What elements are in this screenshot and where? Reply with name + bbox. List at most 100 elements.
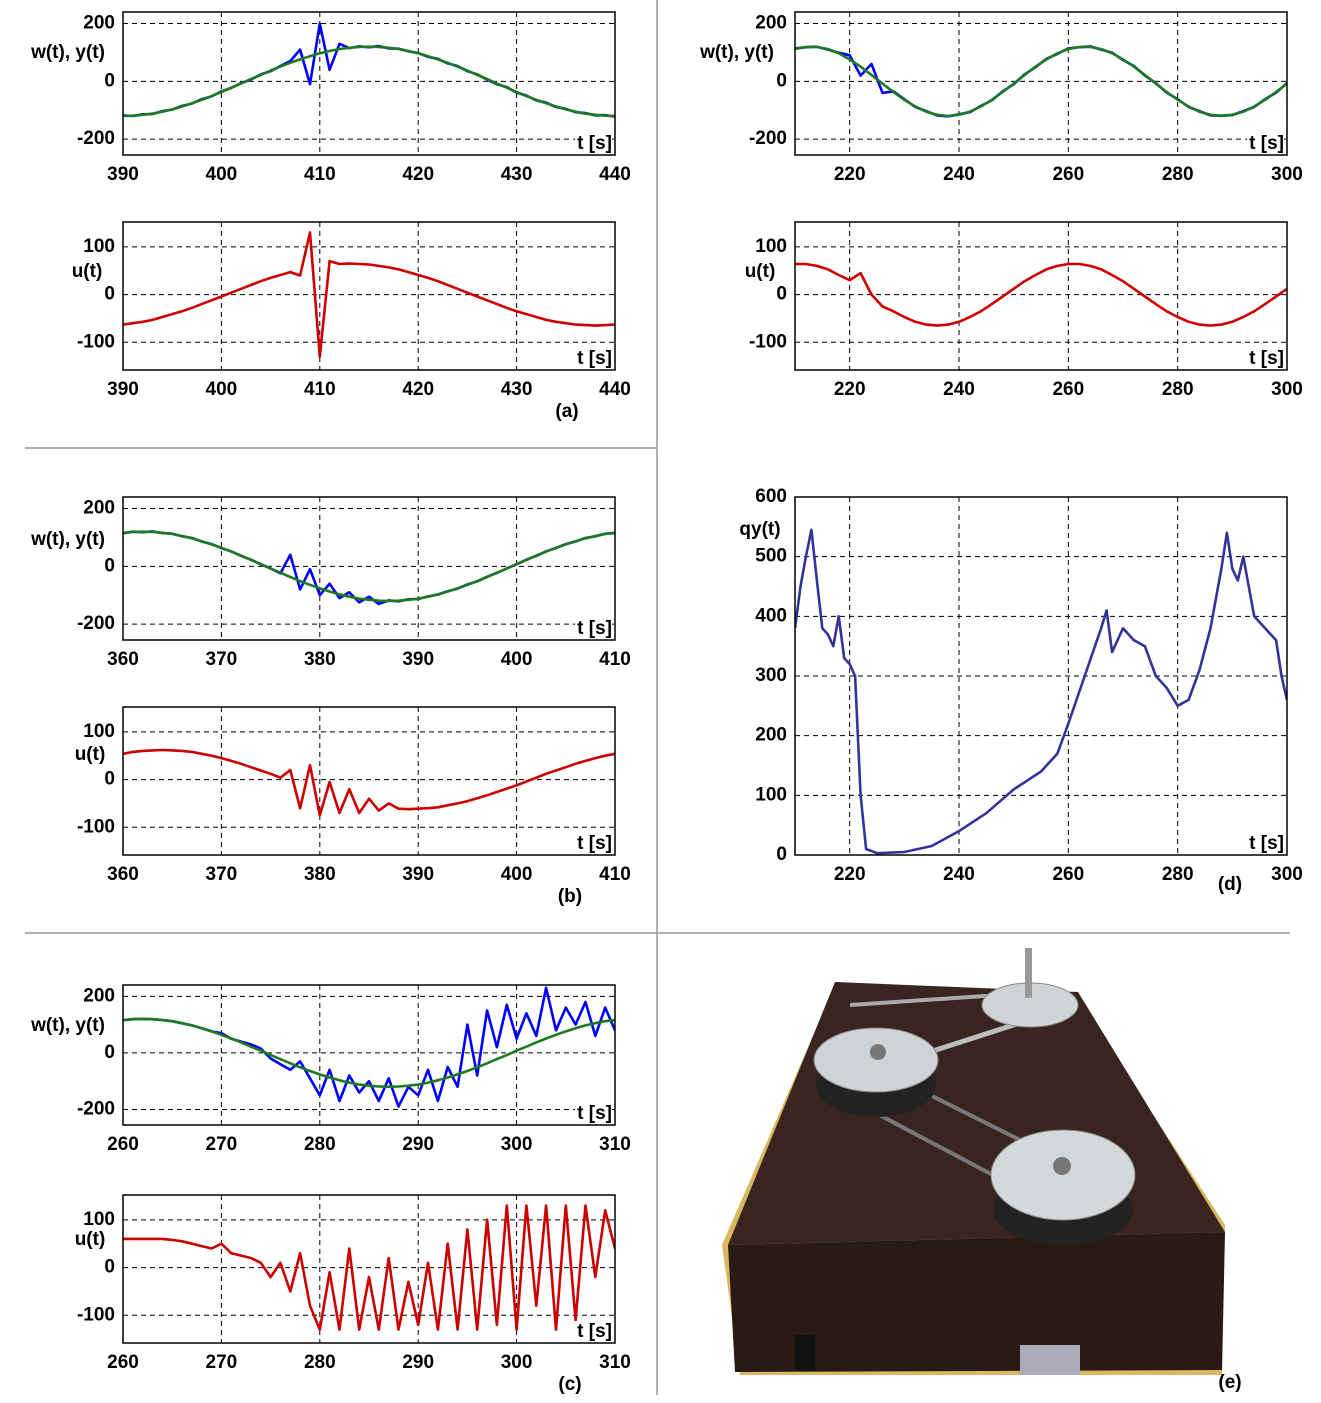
x-axis-label-bg [575,1103,612,1125]
x-tick-label: 240 [943,164,975,185]
y-tick-label: 200 [755,13,787,34]
y-tick-label: 0 [104,555,115,576]
y-tick-label: 100 [83,721,115,742]
panel-caption: (e) [1218,1372,1241,1393]
x-tick-label: 260 [1052,864,1084,885]
y-tick-label: 100 [755,784,787,805]
panel-caption: (c) [558,1374,581,1395]
data-line [795,262,1287,327]
x-tick-label: 270 [206,1352,238,1373]
y-tick-label: -100 [77,1304,115,1325]
plot-frame [794,221,1288,371]
plot-frame [122,1194,616,1344]
plot-area [795,222,1287,370]
x-tick-label: 410 [304,379,336,400]
x-tick-label: 280 [1162,379,1194,400]
x-tick-label: 390 [402,649,434,670]
y-tick-label: 0 [776,844,787,865]
x-axis-label: t [s] [577,833,612,854]
x-tick-label: 280 [1162,164,1194,185]
x-tick-label: 290 [402,1352,434,1373]
y-axis-label: qy(t) [739,519,780,540]
x-tick-label: 420 [402,379,434,400]
x-tick-label: 260 [1052,379,1084,400]
y-tick-label: 0 [104,284,115,305]
x-tick-label: 280 [1162,864,1194,885]
y-axis-label: u(t) [745,261,776,282]
plot-frame [122,11,616,156]
x-tick-label: 240 [943,864,975,885]
y-tick-label: 0 [776,70,787,91]
x-tick-label: 400 [206,164,238,185]
x-tick-label: 260 [107,1134,139,1155]
y-axis-label: u(t) [72,261,103,282]
x-tick-label: 300 [1271,164,1303,185]
x-tick-label: 300 [1271,379,1303,400]
x-tick-label: 280 [304,1134,336,1155]
y-tick-label: -200 [749,128,787,149]
x-tick-label: 360 [107,649,139,670]
y-tick-label: 100 [83,1209,115,1230]
x-tick-label: 280 [304,1352,336,1373]
x-axis-label: t [s] [1249,833,1284,854]
x-tick-label: 240 [943,379,975,400]
x-tick-label: 260 [1052,164,1084,185]
y-tick-label: 500 [755,546,787,567]
x-tick-label: 360 [107,864,139,885]
data-line [123,530,615,603]
y-axis-label: w(t), y(t) [30,529,105,550]
plot-frame [122,984,616,1126]
y-tick-label: -200 [77,128,115,149]
data-line [123,1017,615,1089]
y-axis-label: w(t), y(t) [30,42,105,63]
plot-frame [122,221,616,371]
plot-frame [122,706,616,856]
x-tick-label: 270 [206,1134,238,1155]
x-tick-label: 370 [206,864,238,885]
x-axis-label: t [s] [577,618,612,639]
x-axis-label-bg [1247,133,1284,155]
y-tick-label: 200 [83,985,115,1006]
x-axis-label: t [s] [577,348,612,369]
y-tick-label: 200 [755,725,787,746]
x-tick-label: 400 [501,649,533,670]
x-tick-label: 390 [107,164,139,185]
plot-frame [794,496,1288,856]
y-tick-label: 0 [104,769,115,790]
x-tick-label: 220 [834,164,866,185]
x-tick-label: 380 [304,649,336,670]
y-axis-label: u(t) [75,1229,106,1250]
photo [722,948,1225,1375]
y-tick-label: 0 [104,70,115,91]
data-line [123,45,615,118]
y-tick-label: 100 [83,236,115,257]
x-axis-label: t [s] [577,133,612,154]
x-axis-label-bg [575,133,612,155]
y-tick-label: 0 [104,1042,115,1063]
y-tick-label: -100 [77,816,115,837]
x-tick-label: 380 [304,864,336,885]
x-tick-label: 300 [501,1352,533,1373]
y-tick-label: 100 [755,236,787,257]
x-tick-label: 300 [1271,864,1303,885]
x-axis-label-bg [1247,348,1284,370]
x-axis-label-bg [575,1321,612,1343]
x-axis-label-bg [575,833,612,855]
data-line [123,1204,615,1331]
plot-area [123,12,615,155]
x-axis-label-bg [575,618,612,640]
x-tick-label: 410 [599,864,631,885]
panel-caption: (a) [555,401,578,422]
y-axis-label: w(t), y(t) [699,42,774,63]
x-tick-label: 290 [402,1134,434,1155]
x-tick-label: 410 [304,164,336,185]
x-tick-label: 400 [206,379,238,400]
panel-caption: (b) [558,886,582,907]
x-tick-label: 260 [107,1352,139,1373]
x-tick-label: 440 [599,164,631,185]
data-line [795,45,1287,118]
y-tick-label: 200 [83,498,115,519]
y-tick-label: 400 [755,605,787,626]
x-tick-label: 220 [834,864,866,885]
